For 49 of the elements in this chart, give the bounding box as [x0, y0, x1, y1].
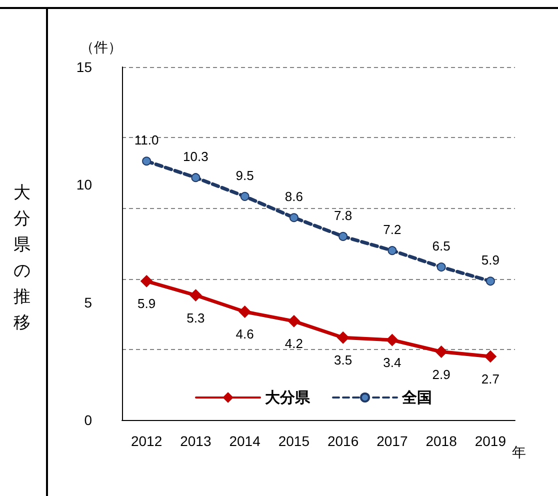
data-label: 3.4 [383, 354, 402, 370]
data-label: 7.8 [334, 208, 352, 223]
point [190, 289, 202, 302]
point [435, 346, 448, 358]
text: 大分県の推移 [12, 182, 32, 335]
x-tick-label: 2017 [376, 433, 408, 449]
x-axis-title: 年 [512, 445, 526, 461]
data-label: 5.9 [138, 296, 156, 312]
point [240, 192, 250, 201]
point [288, 315, 300, 328]
y-tick-label: 0 [84, 412, 92, 428]
point [386, 334, 398, 346]
y-tick-label: 5 [84, 294, 92, 310]
data-label: 3.5 [334, 352, 352, 368]
legend-label: 大分県 [265, 388, 311, 406]
x-tick-label: 2019 [474, 433, 506, 449]
point [436, 262, 446, 272]
y-tick-label: 15 [76, 59, 92, 75]
point [191, 173, 200, 182]
data-label: 11.0 [134, 132, 159, 148]
data-label: 2.7 [481, 371, 500, 386]
x-tick-label: 2014 [229, 433, 261, 449]
point [142, 156, 152, 166]
y-tick-label: 10 [76, 176, 92, 193]
point [484, 350, 496, 362]
data-label: 5.3 [186, 310, 205, 326]
data-label: 10.3 [183, 149, 208, 164]
point [238, 306, 251, 318]
data-label: 7.2 [383, 222, 402, 238]
data-label: 9.5 [236, 168, 254, 183]
point [337, 332, 350, 344]
point [486, 276, 495, 286]
point [289, 213, 298, 222]
point [388, 246, 397, 256]
x-tick-label: 2012 [130, 433, 162, 449]
data-label: 4.2 [284, 336, 303, 352]
y-axis-title: （件） [80, 40, 122, 56]
data-label: 6.5 [432, 238, 450, 254]
point [338, 232, 348, 241]
point [140, 275, 153, 288]
x-tick-label: 2018 [426, 433, 458, 449]
x-tick-label: 2015 [278, 433, 310, 449]
data-label: 2.9 [432, 366, 450, 382]
data-label: 4.6 [236, 326, 254, 342]
legend-label: 全国 [401, 388, 432, 406]
x-tick-label: 2016 [327, 433, 359, 449]
x-tick-label: 2013 [180, 433, 212, 449]
data-label: 5.9 [481, 252, 500, 268]
data-label: 8.6 [284, 189, 303, 204]
